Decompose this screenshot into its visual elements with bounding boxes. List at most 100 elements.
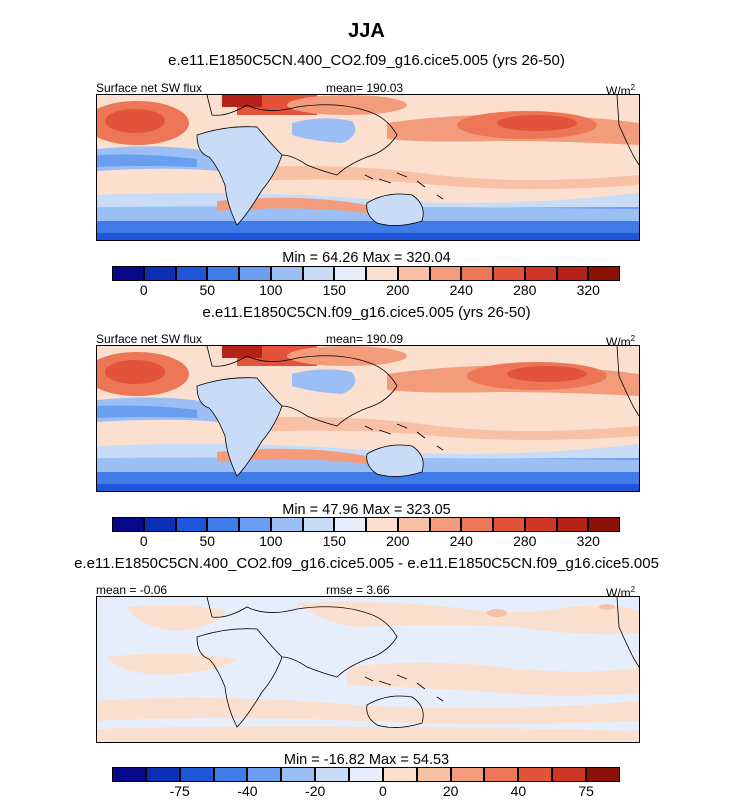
high-pressure (222, 95, 262, 107)
band (97, 233, 639, 240)
colorbar-swatch (588, 517, 620, 532)
continent-australia (366, 695, 424, 728)
colorbar-swatch (461, 517, 493, 532)
colorbar-swatch (397, 517, 430, 532)
colorbar-tick-label: 320 (576, 282, 600, 298)
colorbar-swatch (450, 767, 485, 782)
continent-australia (366, 193, 424, 226)
high-pressure (105, 360, 165, 384)
colorbar-swatch (175, 266, 208, 281)
continent-americas (616, 346, 639, 417)
panel2-case-title: e.e11.E1850C5CN.f09_g16.cice5.005 (yrs 2… (202, 304, 531, 321)
diff-patch (487, 609, 507, 617)
colorbar-tick-label: 200 (386, 282, 410, 298)
colorbar-swatch (270, 517, 303, 532)
panel1-variable-label: Surface net SW flux (96, 81, 203, 95)
colorbar-tick-label: 40 (510, 783, 527, 799)
colorbar-swatch (556, 517, 589, 532)
band (247, 166, 639, 189)
diff-patch (297, 601, 639, 635)
colorbar-tick-label: -20 (305, 783, 326, 799)
colorbar-swatch (518, 767, 553, 782)
diff-patch (347, 662, 639, 696)
colorbar-swatch (484, 767, 519, 782)
colorbar-tick-label: 280 (513, 282, 537, 298)
diff-patch (107, 653, 237, 675)
colorbar-swatch (207, 517, 239, 532)
colorbar-swatch (349, 767, 383, 782)
high-pressure (287, 95, 407, 115)
colorbar-swatch (302, 266, 335, 281)
colorbar-tick-label: 100 (259, 533, 283, 549)
continent-africa (196, 377, 283, 477)
band (247, 417, 639, 440)
colorbar-swatch (175, 517, 208, 532)
panel2-variable-label: Surface net SW flux (96, 332, 203, 346)
colorbar-swatch (493, 266, 525, 281)
colorbar-swatch (239, 266, 271, 281)
band (97, 405, 197, 418)
panel3-rmse-label: rmse = 3.66 (326, 583, 390, 597)
colorbar-swatch (588, 266, 620, 281)
continent-eurasia (206, 346, 398, 427)
islands (364, 172, 444, 200)
page-title: JJA (348, 20, 385, 42)
colorbar-tick-label: -40 (237, 783, 258, 799)
continent-eurasia (206, 597, 398, 678)
panel3-map (96, 596, 640, 743)
continent-americas (616, 597, 639, 668)
panel3-colorbar (112, 767, 620, 782)
colorbar-swatch (334, 266, 366, 281)
colorbar-tick-label: 0 (139, 282, 148, 298)
colorbar-tick-label: 200 (386, 533, 410, 549)
colorbar-swatch (143, 517, 176, 532)
colorbar-swatch (493, 517, 525, 532)
colorbar-tick-label: 150 (322, 282, 346, 298)
colorbar-swatch (334, 517, 366, 532)
colorbar-swatch (247, 767, 282, 782)
panel1-colorbar (112, 266, 620, 281)
colorbar-swatch (143, 266, 176, 281)
colorbar-tick-label: 240 (449, 533, 473, 549)
colorbar-tick-label: 150 (322, 533, 346, 549)
panel3-case-title: e.e11.E1850C5CN.400_CO2.f09_g16.cice5.00… (74, 555, 659, 572)
diff-patch (97, 726, 639, 742)
colorbar-swatch (145, 767, 180, 782)
continent-eurasia (292, 118, 356, 143)
colorbar-swatch (366, 266, 398, 281)
colorbar-swatch (302, 517, 335, 532)
panel2-colorbar (112, 517, 620, 532)
colorbar-tick-label: 20 (442, 783, 459, 799)
continent-australia (366, 444, 424, 477)
colorbar-tick-label: 100 (259, 282, 283, 298)
colorbar-swatch (179, 767, 214, 782)
colorbar-swatch (270, 266, 303, 281)
colorbar-tick-label: 280 (513, 533, 537, 549)
colorbar-swatch (416, 767, 451, 782)
colorbar-tick-label: 320 (576, 533, 600, 549)
panel1-mean-label: mean= 190.03 (326, 81, 404, 95)
colorbar-swatch (556, 266, 589, 281)
band (97, 484, 639, 491)
high-pressure (105, 109, 165, 133)
high-pressure (287, 346, 407, 366)
colorbar-swatch (239, 517, 271, 532)
colorbar-swatch (281, 767, 316, 782)
colorbar-swatch (461, 266, 493, 281)
colorbar-swatch (382, 767, 417, 782)
colorbar-swatch (397, 266, 430, 281)
colorbar-swatch (429, 266, 462, 281)
diff-patch (127, 604, 227, 631)
colorbar-swatch (586, 767, 620, 782)
panel2-minmax: Min = 47.96 Max = 323.05 (282, 502, 451, 518)
colorbar-tick-label: 75 (578, 783, 594, 799)
continent-americas (616, 95, 639, 166)
panel1-minmax: Min = 64.26 Max = 320.04 (282, 250, 451, 266)
colorbar-swatch (315, 767, 350, 782)
colorbar-tick-label: 240 (449, 282, 473, 298)
panel2-map (96, 345, 640, 492)
continent-eurasia (206, 95, 398, 176)
panel3-mean-label: mean = -0.06 (96, 583, 168, 597)
continent-eurasia (292, 369, 356, 394)
colorbar-swatch (112, 517, 144, 532)
